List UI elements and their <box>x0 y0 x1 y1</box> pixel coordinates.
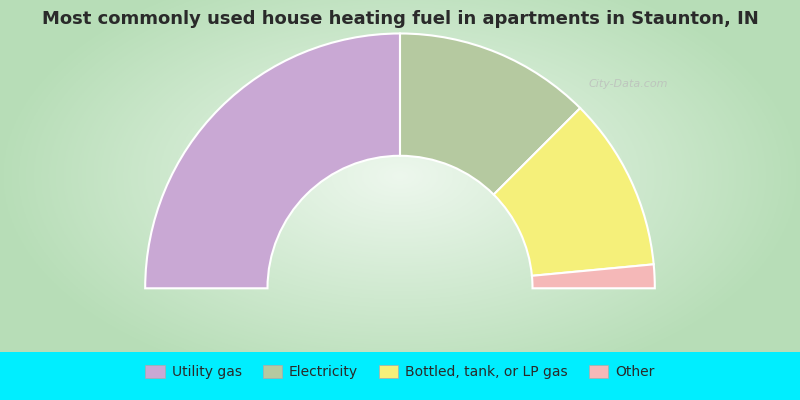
Text: City-Data.com: City-Data.com <box>588 79 667 89</box>
Legend: Utility gas, Electricity, Bottled, tank, or LP gas, Other: Utility gas, Electricity, Bottled, tank,… <box>146 365 654 379</box>
Wedge shape <box>145 34 400 288</box>
Wedge shape <box>532 264 655 288</box>
Wedge shape <box>494 108 654 276</box>
Text: Most commonly used house heating fuel in apartments in Staunton, IN: Most commonly used house heating fuel in… <box>42 10 758 28</box>
Wedge shape <box>400 34 580 195</box>
